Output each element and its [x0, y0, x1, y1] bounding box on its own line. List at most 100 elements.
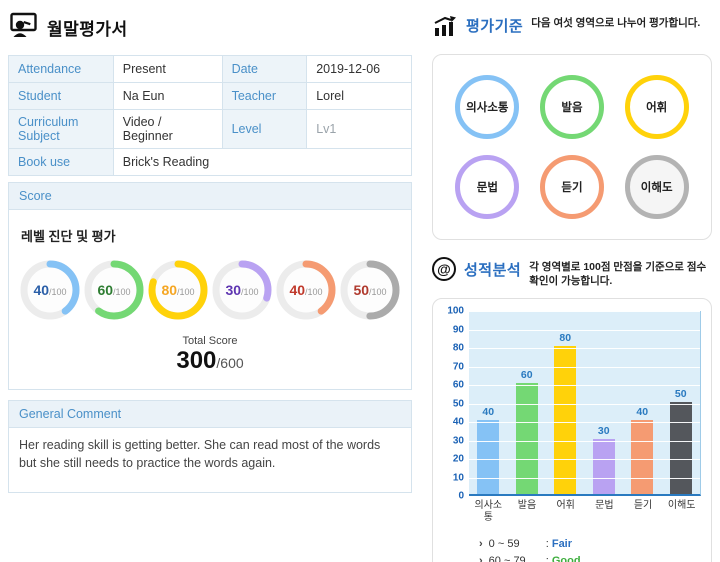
student-label: Student	[8, 82, 114, 110]
evaluation-area-label: 의사소통	[466, 102, 509, 114]
x-axis-category-label: 이해도	[667, 500, 696, 512]
table-row: Student Na Eun Teacher Lorel	[8, 82, 412, 110]
score-donut: 60/100	[83, 259, 145, 321]
y-axis-tick-label: 60	[452, 379, 464, 391]
donut-score-label: 60/100	[97, 282, 131, 298]
y-axis-tick-label: 80	[452, 342, 464, 354]
general-comment-text: Her reading skill is getting better. She…	[8, 428, 412, 494]
bar	[631, 420, 654, 495]
chart-bars: 40 60 80 30 40 50	[469, 311, 701, 495]
bar-slot: 80	[546, 332, 585, 495]
gridline	[469, 385, 700, 387]
gridline	[469, 440, 700, 442]
x-axis-category-label: 의사소통	[474, 500, 503, 524]
chevron-right-icon: ›	[479, 538, 483, 551]
bar	[592, 438, 615, 495]
donut-gauge-svg	[148, 260, 208, 320]
gridline	[469, 403, 700, 405]
presenter-board-icon	[10, 12, 40, 43]
analysis-title: 성적분석	[464, 262, 522, 279]
growth-chart-icon	[432, 13, 458, 44]
gridline	[469, 459, 700, 461]
page-title: 월말평가서	[47, 20, 128, 39]
chart-plot-area: 40 60 80 30 40 50	[469, 311, 701, 497]
bar-value-label: 50	[674, 387, 687, 400]
general-comment-header: General Comment	[8, 400, 412, 428]
evaluation-area-circle: 듣기	[539, 155, 604, 219]
bar-slot: 30	[585, 425, 624, 495]
evaluation-area-circle: 이해도	[624, 155, 689, 219]
bar-slot: 60	[508, 369, 547, 495]
student-value: Na Eun	[112, 82, 223, 110]
y-axis-tick-label: 50	[452, 398, 464, 410]
rating-word: Good	[551, 554, 581, 562]
bar-slot: 40	[623, 406, 662, 495]
report-right-column: 평가기준 다음 여섯 영역으로 나누어 평가합니다. 의사소통 발음 어휘 문법 듣기 이…	[432, 8, 712, 562]
donut-gauge-svg	[340, 260, 400, 320]
bar	[669, 401, 692, 495]
criteria-title: 평가기준	[466, 18, 524, 35]
rating-word: Fair	[551, 538, 573, 551]
y-axis-tick-label: 40	[452, 416, 464, 428]
donut-score-label: 30/100	[225, 282, 259, 298]
rating-range: 0 ~ 59	[488, 538, 520, 551]
bar	[515, 383, 538, 495]
date-value: 2019-12-06	[306, 55, 412, 83]
score-donut: 30/100	[211, 259, 273, 321]
gridline	[469, 422, 700, 424]
curriculum-value: Video / Beginner	[112, 109, 223, 149]
curriculum-label: Curriculum Subject	[8, 109, 114, 149]
rating-legend-line: › 0 ~ 59 : Fair	[479, 536, 701, 553]
target-at-icon: @	[432, 257, 456, 281]
report-left-column: 월말평가서 Attendance Present Date 2019-12-06…	[8, 8, 413, 562]
attendance-label: Attendance	[8, 55, 114, 83]
y-axis-tick-label: 100	[447, 305, 464, 317]
evaluation-area-label: 듣기	[561, 182, 583, 194]
donut-gauge-svg	[20, 260, 80, 320]
level-label: Level	[221, 109, 308, 149]
bar-value-label: 40	[482, 406, 495, 419]
score-bar-chart-box: 0 10 20 30 40 50 60 70 80 90 100 40 60 80 30 40 50 의사소통…	[432, 298, 712, 562]
date-label: Date	[221, 55, 308, 83]
page-title-row: 월말평가서	[10, 12, 412, 43]
bar-value-label: 30	[597, 424, 610, 437]
evaluation-area-circle: 의사소통	[455, 75, 520, 139]
evaluation-area-circle: 문법	[455, 155, 520, 219]
bar-slot: 50	[662, 388, 701, 495]
evaluation-area-circle: 발음	[539, 75, 604, 139]
bar	[554, 346, 577, 495]
bar-value-label: 80	[559, 332, 572, 345]
evaluation-area-label: 이해도	[640, 182, 673, 194]
evaluation-area-label: 발음	[561, 102, 583, 114]
evaluation-area-label: 어휘	[646, 102, 668, 114]
rating-legend-line: › 60 ~ 79 : Good	[479, 553, 701, 562]
y-axis-tick-label: 10	[452, 472, 464, 484]
level-value: Lv1	[306, 109, 412, 149]
table-row: Curriculum Subject Video / Beginner Leve…	[8, 109, 412, 149]
x-axis-category-label: 듣기	[633, 500, 653, 512]
evaluation-area-circle: 어휘	[624, 75, 689, 139]
chart-x-axis-labels: 의사소통 발음 어휘 문법 듣기 이해도	[469, 500, 701, 524]
score-section: 레벨 진단 및 평가 40/100 60/100 80/100 30/100 40/10…	[8, 210, 412, 390]
analysis-description: 각 영역별로 100점 만점을 기준으로 점수 확인이 가능합니다.	[529, 261, 707, 288]
donut-gauge-row: 40/100 60/100 80/100 30/100 40/100 50/100	[19, 259, 401, 321]
bar	[477, 420, 500, 495]
criteria-header: 평가기준 다음 여섯 영역으로 나누어 평가합니다.	[432, 12, 712, 44]
donut-gauge-svg	[212, 260, 272, 320]
y-axis-tick-label: 0	[458, 490, 464, 502]
bar-value-label: 40	[636, 406, 649, 419]
gridline	[469, 329, 700, 331]
x-axis-category-label: 문법	[595, 500, 614, 512]
x-axis-category-label: 발음	[517, 500, 537, 512]
y-axis-tick-label: 30	[452, 435, 464, 447]
gridline	[469, 348, 700, 350]
table-row: Book use Brick's Reading	[8, 148, 413, 176]
evaluation-area-label: 문법	[476, 182, 498, 194]
total-score-value: 300/600	[19, 347, 401, 375]
rating-separator: :	[542, 538, 552, 551]
total-score-max: /600	[216, 355, 244, 371]
donut-score-label: 50/100	[353, 282, 387, 298]
donut-gauge-svg	[276, 260, 336, 320]
